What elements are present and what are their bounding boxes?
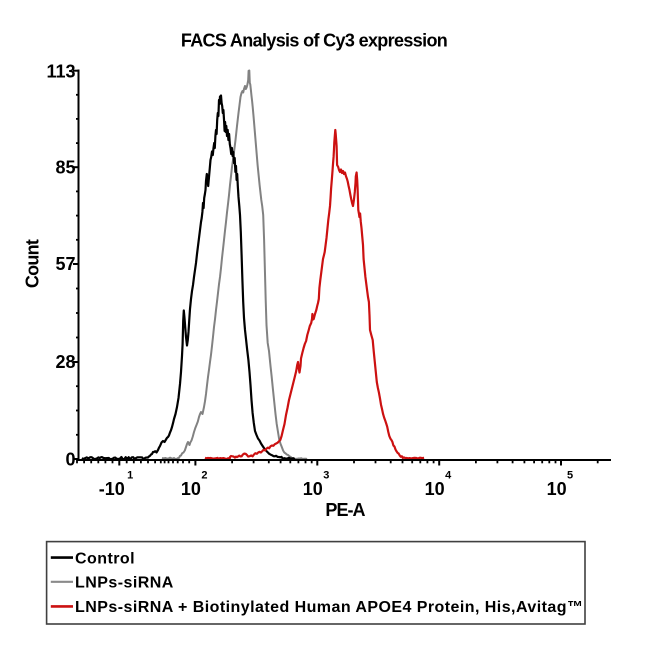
svg-text:Count: Count <box>23 239 43 288</box>
svg-text:10: 10 <box>425 479 445 499</box>
svg-text:113: 113 <box>46 62 75 82</box>
svg-text:LNPs-siRNA + Biotinylated Huma: LNPs-siRNA + Biotinylated Human APOE4 Pr… <box>75 599 583 616</box>
svg-text:Control: Control <box>75 550 135 567</box>
svg-text:1: 1 <box>127 470 133 482</box>
svg-text:LNPs-siRNA: LNPs-siRNA <box>75 575 174 592</box>
svg-text:0: 0 <box>65 449 75 469</box>
svg-text:28: 28 <box>55 352 75 372</box>
svg-text:85: 85 <box>55 157 75 177</box>
svg-text:PE-A: PE-A <box>325 500 365 520</box>
svg-text:10: 10 <box>303 479 323 499</box>
svg-text:10: 10 <box>181 479 201 499</box>
svg-text:4: 4 <box>445 470 452 482</box>
svg-text:5: 5 <box>567 470 573 482</box>
svg-text:2: 2 <box>201 470 207 482</box>
svg-text:FACS Analysis of Cy3 expressio: FACS Analysis of Cy3 expression <box>181 31 447 51</box>
svg-text:57: 57 <box>55 254 75 274</box>
svg-text:10: 10 <box>547 479 567 499</box>
svg-text:3: 3 <box>323 470 329 482</box>
svg-text:-10: -10 <box>99 479 125 499</box>
